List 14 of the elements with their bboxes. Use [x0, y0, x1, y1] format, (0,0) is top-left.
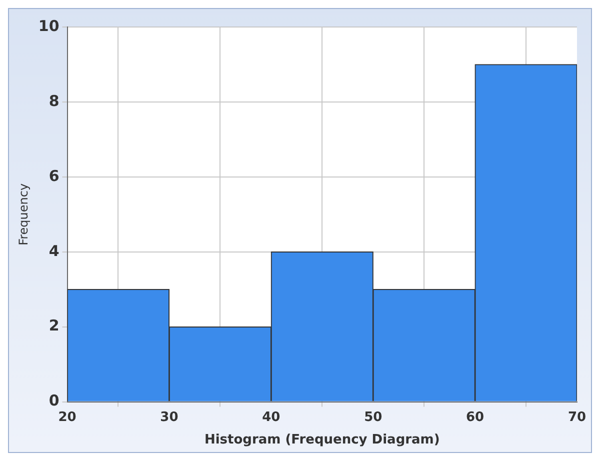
x-tick-label: 40	[262, 410, 280, 425]
x-tick-label: 60	[466, 410, 484, 425]
y-tick-label: 8	[48, 92, 60, 110]
y-tick-label: 4	[48, 242, 60, 260]
x-tick-label: 30	[160, 410, 178, 425]
y-tick-label: 10	[38, 16, 60, 35]
y-tick-label: 0	[48, 392, 60, 410]
y-tick-label: 2	[48, 316, 60, 335]
x-tick-label: 50	[364, 410, 382, 425]
x-tick-label: 20	[58, 410, 76, 425]
x-tick-label: 70	[568, 410, 586, 425]
y-tick-label: 6	[48, 166, 60, 185]
x-axis-title: Histogram (Frequency Diagram)	[204, 432, 440, 448]
y-axis-title: Frequency	[16, 183, 30, 246]
